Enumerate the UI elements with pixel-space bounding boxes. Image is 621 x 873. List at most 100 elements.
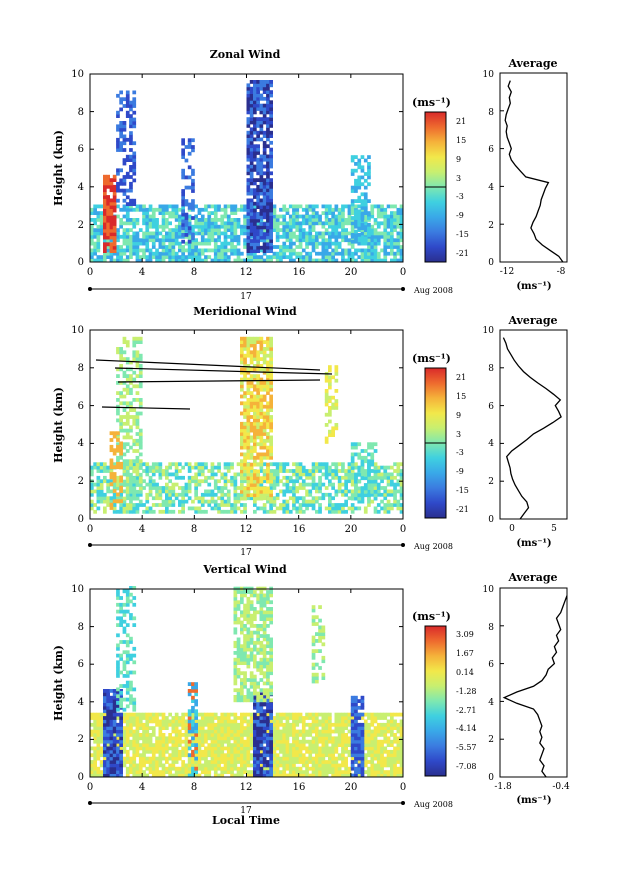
heatmap-cell <box>308 469 313 473</box>
heatmap-cell <box>259 103 264 108</box>
heatmap-cell <box>106 238 110 243</box>
heatmap-cell <box>106 198 110 203</box>
heatmap-cell <box>380 258 384 263</box>
heatmap-cell <box>285 736 290 741</box>
heatmap-cell <box>246 258 251 263</box>
heatmap-cell <box>148 719 153 724</box>
heatmap-cell <box>138 204 143 209</box>
heatmap-cell <box>246 729 251 734</box>
heatmap-cell <box>96 204 101 209</box>
heatmap-cell <box>125 255 130 259</box>
heatmap-cell <box>112 496 117 501</box>
heatmap-cell <box>135 489 140 494</box>
heatmap-cell <box>383 506 388 511</box>
heatmap-cell <box>285 228 290 232</box>
heatmap-cell <box>259 432 264 436</box>
heatmap-cell <box>194 258 198 263</box>
heatmap-cell <box>213 214 218 219</box>
heatmap-cell <box>109 475 114 480</box>
heatmap-cell <box>226 726 231 730</box>
x-tick-label: 0 <box>400 267 406 278</box>
heatmap-cell <box>246 154 251 159</box>
heatmap-cell <box>262 479 267 484</box>
heatmap-cell <box>90 722 94 727</box>
heatmap-cell <box>259 161 264 165</box>
heatmap-cell <box>243 716 247 720</box>
heatmap-cell <box>184 212 189 217</box>
heatmap-cell <box>367 482 371 487</box>
heatmap-cell <box>135 753 140 758</box>
heatmap-cell <box>243 770 247 774</box>
heatmap-cell <box>96 245 101 249</box>
heatmap-cell <box>390 234 394 239</box>
heatmap-cell <box>129 716 133 720</box>
heatmap-cell <box>93 245 97 249</box>
heatmap-cell <box>249 469 254 473</box>
heatmap-cell <box>399 251 404 256</box>
heatmap-cell <box>373 218 378 222</box>
heatmap-cell <box>262 130 267 135</box>
heatmap-cell <box>90 712 94 717</box>
heatmap-cell <box>158 489 163 494</box>
heatmap-cell <box>383 509 388 514</box>
heatmap-cell <box>122 374 127 378</box>
heatmap-cell <box>207 489 212 494</box>
heatmap-cell <box>383 238 388 243</box>
heatmap-cell <box>125 114 130 118</box>
heatmap-cell <box>155 258 159 263</box>
heatmap-cell <box>109 249 114 253</box>
heatmap-cell <box>178 766 182 771</box>
heatmap-cell <box>249 232 254 237</box>
heatmap-cell <box>138 459 143 464</box>
heatmap-cell <box>187 486 192 490</box>
heatmap-cell <box>155 238 159 243</box>
heatmap-cell <box>106 232 110 237</box>
heatmap-cell <box>275 465 280 470</box>
heatmap-cell <box>112 242 117 247</box>
heatmap-cell <box>376 472 381 477</box>
heatmap-cell <box>181 138 185 143</box>
heatmap-cell <box>223 238 228 243</box>
heatmap-cell <box>129 168 133 173</box>
heatmap-cell <box>217 763 221 768</box>
heatmap-cell <box>253 384 257 389</box>
heatmap-cell <box>109 444 114 449</box>
heatmap-cell <box>298 770 303 774</box>
heatmap-cell <box>194 492 198 497</box>
heatmap-cell <box>253 503 257 507</box>
heatmap-cell <box>119 421 123 426</box>
heatmap-cell <box>171 238 176 243</box>
heatmap-cell <box>125 195 130 200</box>
heatmap-cell <box>217 255 221 259</box>
heatmap-cell <box>135 384 140 389</box>
heatmap-cell <box>282 475 287 480</box>
heatmap-cell <box>331 509 335 514</box>
heatmap-cell <box>390 503 394 507</box>
heatmap-cell <box>246 449 251 453</box>
heatmap-cell <box>295 733 300 737</box>
heatmap-cell <box>249 449 254 453</box>
heatmap-cell <box>129 141 133 146</box>
heatmap-cell <box>236 221 241 226</box>
heatmap-cell <box>197 506 202 511</box>
heatmap-cell <box>243 353 247 358</box>
heatmap-cell <box>253 499 257 504</box>
heatmap-cell <box>246 364 251 368</box>
heatmap-cell <box>305 733 309 737</box>
heatmap-cell <box>249 743 254 747</box>
heatmap-cell <box>249 753 254 758</box>
x-tick-label: 12 <box>240 267 253 278</box>
heatmap-cell <box>393 499 397 504</box>
heatmap-cell <box>360 202 365 207</box>
heatmap-cell <box>132 198 137 203</box>
heatmap-cell <box>279 716 283 720</box>
heatmap-cell <box>324 238 329 243</box>
heatmap-cell <box>187 462 192 467</box>
heatmap-cell <box>249 86 254 91</box>
heatmap-cell <box>220 760 225 764</box>
heatmap-cell <box>99 749 104 754</box>
heatmap-cell <box>217 719 221 724</box>
heatmap-cell <box>367 248 371 253</box>
heatmap-cell <box>249 154 254 159</box>
heatmap-cell <box>256 435 260 440</box>
